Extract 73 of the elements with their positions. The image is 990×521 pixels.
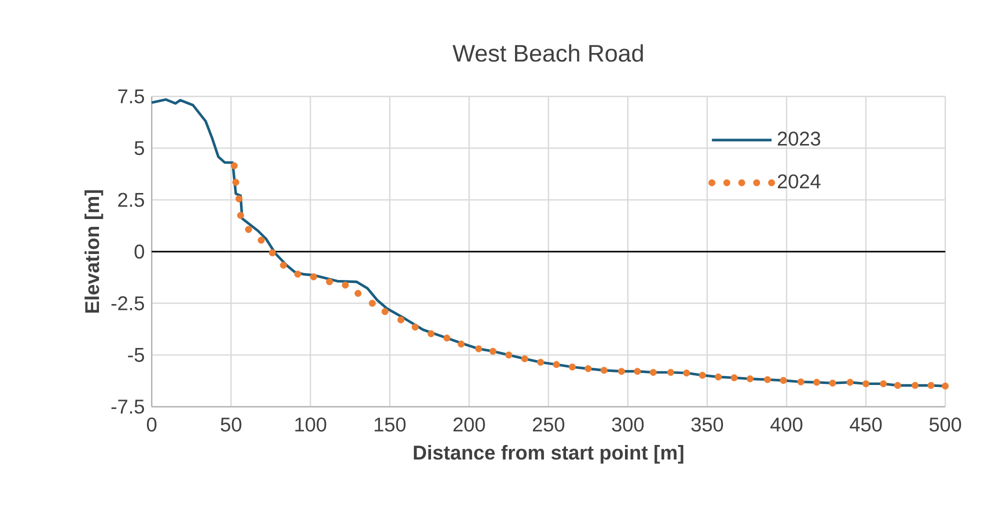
point [368,300,376,307]
point [230,162,238,170]
point [846,378,854,386]
point [650,368,657,376]
point [568,363,576,370]
x-tick-label: 450 [850,417,882,432]
point [764,376,771,384]
point [746,375,754,382]
point [928,382,934,389]
point [618,368,625,375]
x-tick-label: 250 [532,417,564,432]
point [942,382,949,390]
x-tick-label: 150 [374,417,406,432]
y-axis-title: Elevation [m] [84,190,104,313]
x-tick-label: 200 [454,417,485,432]
point [894,382,902,389]
y-tick-label: -2.5 [111,296,144,310]
y-tick-label: 0 [134,244,144,259]
point [829,380,836,387]
point [634,368,641,375]
point [667,368,674,376]
point [475,345,482,352]
point [268,249,276,256]
point [489,348,496,355]
point [780,376,787,384]
point [232,178,240,186]
y-tick-label: 7.5 [118,89,144,104]
point [326,278,333,286]
point [294,270,302,278]
point [505,351,512,358]
point [237,212,244,219]
point [714,373,722,380]
point [245,226,252,233]
point [862,380,870,388]
point [382,308,388,316]
point [600,366,608,374]
point [310,273,318,280]
y-tick-label: -5 [128,348,144,362]
point [537,358,544,366]
point [912,382,919,389]
point [730,374,738,382]
legend-label: 2024 [778,174,820,188]
point [236,195,242,202]
x-tick-label: 350 [691,417,724,432]
point [584,365,592,372]
x-tick-label: 300 [612,417,644,432]
x-tick-label: 100 [295,417,326,432]
x-tick-label: 50 [220,417,242,432]
point [797,378,804,386]
point [521,355,528,362]
point [258,236,265,244]
point [342,282,349,289]
legend-label: 2023 [778,132,820,146]
x-tick-label: 400 [770,417,802,432]
point [354,290,362,297]
point [683,369,690,376]
point [698,372,706,379]
x-tick-label: 0 [146,417,156,432]
point [880,380,887,388]
y-tick-label: 2.5 [118,192,144,207]
chart-title: West Beach Road [452,44,643,62]
point [458,340,465,348]
point [280,262,287,269]
point [443,334,450,342]
point [412,324,419,331]
y-tick-label: 5 [134,141,144,156]
point [428,330,435,338]
x-tick-label: 500 [929,417,962,432]
point [813,378,820,386]
point [397,316,404,324]
y-tick-label: -7.5 [111,400,144,414]
point [552,361,560,368]
x-axis-title: Distance from start point [m] [414,445,684,464]
